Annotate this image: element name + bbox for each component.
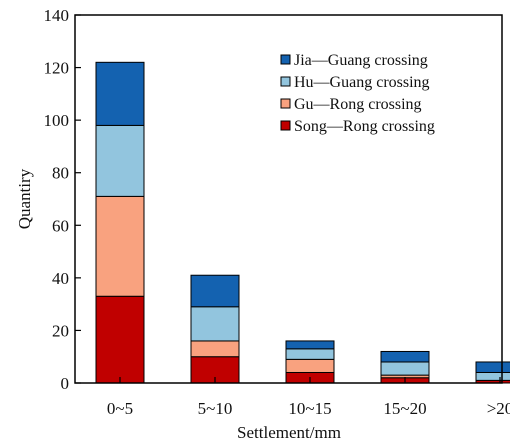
bar-segment-3-0 bbox=[95, 61, 145, 126]
x-axis: 0~5 5~10 10~15 15~20 >20 bbox=[107, 377, 510, 418]
y-tick-label-1: 20 bbox=[52, 321, 69, 340]
legend-swatch-2 bbox=[280, 76, 291, 87]
legend-swatch-0 bbox=[280, 120, 291, 131]
x-tick-label-1: 5~10 bbox=[198, 399, 233, 418]
bar-segment-2-2 bbox=[285, 348, 335, 360]
legend: Jia—Guang crossing Hu—Guang crossing Gu—Ro… bbox=[280, 52, 435, 135]
bar-segment-3-2 bbox=[285, 340, 335, 350]
bar-segment-2-0 bbox=[95, 124, 145, 197]
x-tick-label-4: >20 bbox=[487, 399, 510, 418]
bar-segment-1-0 bbox=[95, 195, 145, 297]
y-tick-label-2: 40 bbox=[52, 269, 69, 288]
bar-segment-2-4 bbox=[475, 371, 510, 381]
legend-label-2: Hu—Guang crossing bbox=[294, 74, 430, 91]
bar-segment-3-4 bbox=[475, 361, 510, 373]
legend-label-0: Song—Rong crossing bbox=[294, 118, 435, 135]
x-tick-label-0: 0~5 bbox=[107, 399, 133, 418]
x-tick-label-3: 15~20 bbox=[383, 399, 426, 418]
bar-segment-2-1 bbox=[190, 306, 240, 342]
bar-segment-1-2 bbox=[285, 358, 335, 373]
legend-label-3: Jia—Guang crossing bbox=[294, 52, 428, 69]
bars-group bbox=[95, 61, 510, 384]
legend-label-1: Gu—Rong crossing bbox=[294, 96, 422, 113]
legend-swatch-3 bbox=[280, 54, 291, 65]
y-tick-label-3: 60 bbox=[52, 216, 69, 235]
bar-segment-0-0 bbox=[95, 295, 145, 384]
y-axis-label: Quantiry bbox=[15, 168, 34, 229]
bar-segment-2-3 bbox=[380, 361, 430, 376]
bar-segment-3-1 bbox=[190, 274, 240, 308]
y-axis: 0 20 40 60 80 100 120 140 bbox=[44, 6, 81, 393]
plot-frame bbox=[74, 14, 503, 384]
bar-segment-1-1 bbox=[190, 340, 240, 358]
legend-swatch-1 bbox=[280, 98, 291, 109]
x-axis-label: Settlement/mm bbox=[237, 423, 341, 442]
y-tick-label-0: 0 bbox=[61, 374, 70, 393]
y-tick-label-4: 80 bbox=[52, 164, 69, 183]
y-tick-label-5: 100 bbox=[44, 111, 70, 130]
y-tick-label-7: 140 bbox=[44, 6, 70, 25]
y-tick-label-6: 120 bbox=[44, 59, 70, 78]
bar-segment-3-3 bbox=[380, 350, 430, 363]
x-tick-label-2: 10~15 bbox=[288, 399, 331, 418]
